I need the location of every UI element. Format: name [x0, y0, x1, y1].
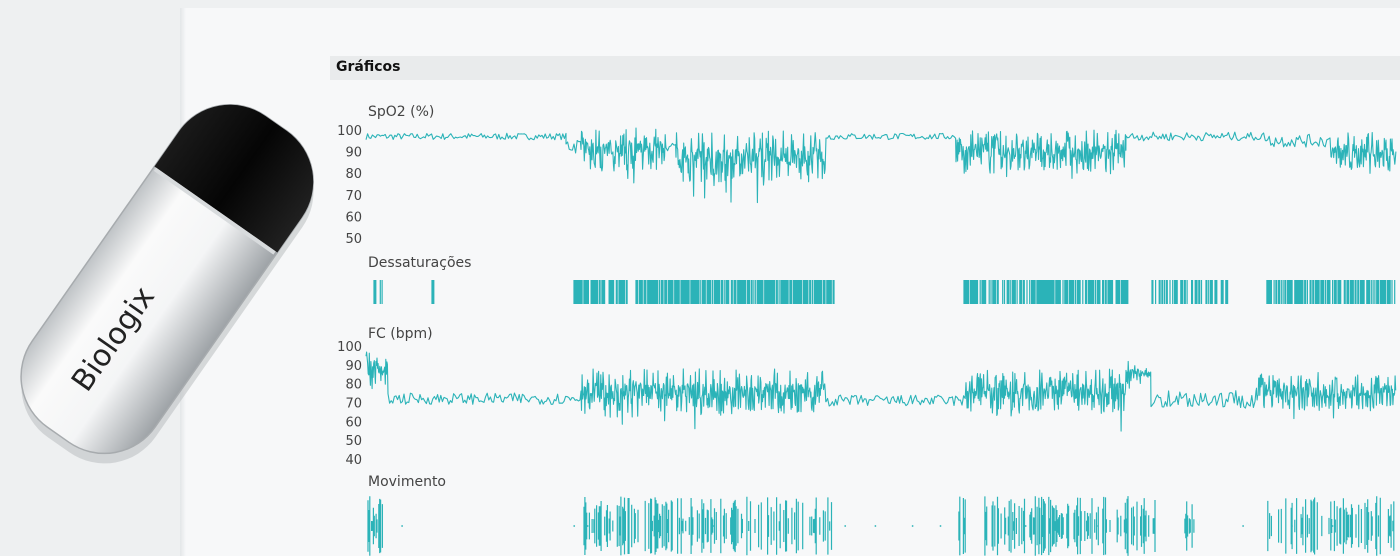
movement-dot-11: [874, 525, 877, 527]
heart-rate-ytick-2: 80: [345, 378, 362, 393]
heart-rate-ytick-0: 100: [337, 340, 362, 355]
movement-dot-5: [1024, 525, 1027, 527]
movement-dot-3: [713, 525, 715, 527]
movement-dot-12: [1291, 525, 1293, 527]
movement-panel-title: Movimento: [368, 474, 446, 490]
spo2-ytick-0: 100: [337, 124, 362, 139]
section-title: Gráficos: [336, 59, 401, 75]
movement-dot-4: [911, 525, 914, 527]
heart-rate-series-line: [365, 351, 1397, 432]
movement-dot-2: [586, 525, 589, 527]
movement-dot-9: [401, 525, 403, 527]
spo2-ytick-1: 90: [345, 146, 362, 161]
spo2-ytick-5: 50: [345, 232, 362, 247]
movement-dot-7: [1086, 525, 1089, 527]
movement-dot-1: [939, 525, 942, 527]
movement-dot-0: [1331, 525, 1334, 527]
heart-rate-ytick-3: 70: [345, 397, 362, 412]
movement-event-marks: [367, 496, 1395, 556]
movement-dot-6: [844, 525, 847, 527]
heart-rate-ytick-4: 60: [345, 415, 362, 430]
heart-rate-ytick-1: 90: [345, 359, 362, 374]
movement-dot-10: [573, 525, 576, 527]
spo2-ytick-2: 80: [345, 167, 362, 182]
desaturations-event-marks: [373, 280, 1396, 304]
section-header-bar: [330, 56, 1400, 80]
desaturation-panel-title: Dessaturações: [368, 255, 472, 271]
movement-dot-8: [1095, 525, 1098, 527]
spo2-series-line: [365, 127, 1397, 204]
spo2-panel-title: SpO2 (%): [368, 104, 435, 120]
spo2-ytick-4: 60: [345, 210, 362, 225]
heart-rate-ytick-5: 50: [345, 434, 362, 449]
biologix-sensor-device: Biologix: [20, 104, 314, 464]
heart-rate-ytick-6: 40: [345, 453, 362, 468]
heart-rate-panel-title: FC (bpm): [368, 326, 433, 342]
movement-dot-13: [1242, 525, 1244, 527]
spo2-ytick-3: 70: [345, 189, 362, 204]
